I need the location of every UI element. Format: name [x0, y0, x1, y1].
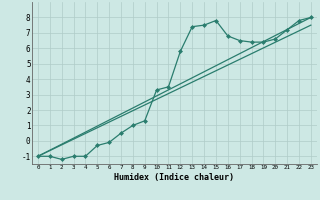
X-axis label: Humidex (Indice chaleur): Humidex (Indice chaleur): [115, 173, 234, 182]
